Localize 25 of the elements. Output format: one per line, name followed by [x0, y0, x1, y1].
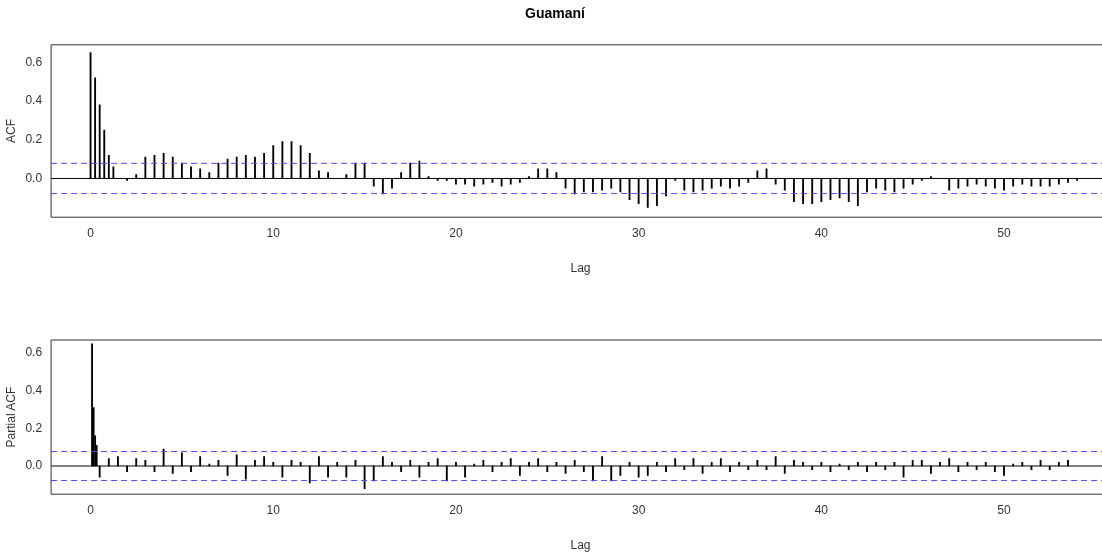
x-axis-title: Lag: [570, 538, 591, 553]
x-tick-label: 20: [449, 225, 463, 240]
y-tick-label: 0.0: [25, 458, 43, 473]
y-tick-label: 0.0: [25, 170, 43, 185]
y-axis-title: Partial ACF: [3, 386, 18, 448]
x-tick-label: 30: [631, 502, 646, 517]
x-tick-label: 10: [266, 225, 281, 240]
y-axis-title: ACF: [3, 119, 18, 143]
y-tick-label: 0.2: [25, 420, 43, 435]
x-tick-label: 40: [814, 502, 829, 517]
x-tick-label: 50: [997, 225, 1012, 240]
chart-title: Guamaní: [525, 5, 587, 22]
x-tick-label: 30: [631, 225, 646, 240]
y-tick-label: 0.4: [25, 93, 43, 108]
x-tick-label: 40: [814, 225, 829, 240]
y-tick-label: 0.4: [25, 383, 43, 398]
x-tick-label: 50: [997, 502, 1012, 517]
y-tick-label: 0.6: [25, 345, 43, 360]
x-tick-label: 20: [449, 502, 463, 517]
x-tick-label: 10: [266, 502, 281, 517]
y-tick-label: 0.2: [25, 132, 43, 147]
x-tick-label: 0: [87, 225, 95, 240]
x-tick-label: 0: [87, 502, 95, 517]
y-tick-label: 0.6: [25, 54, 43, 69]
x-axis-title: Lag: [570, 261, 591, 276]
